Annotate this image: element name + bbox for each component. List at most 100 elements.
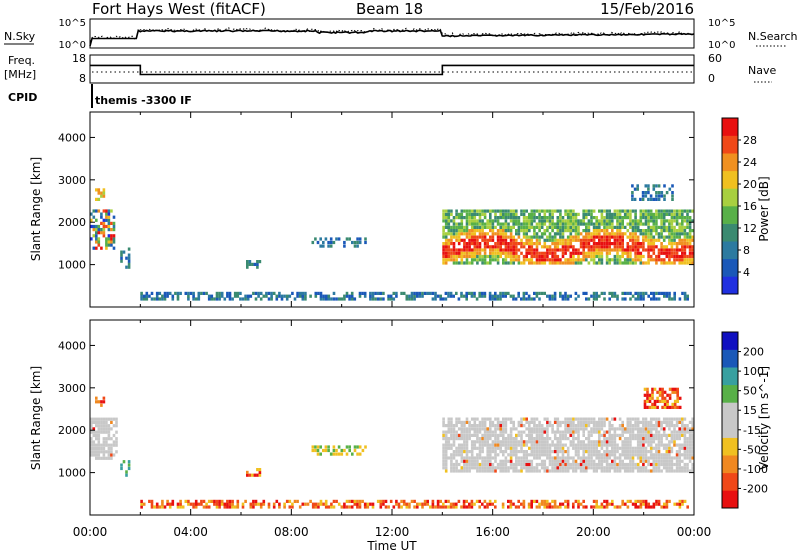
range-time-cell [655,456,658,460]
range-time-cell [611,248,614,252]
range-time-cell [473,219,477,223]
range-time-cell [233,291,237,295]
range-time-cell [450,232,453,236]
range-time-cell [429,291,432,295]
range-time-cell [592,261,596,265]
range-time-cell [656,405,659,409]
range-time-cell [556,232,560,236]
range-time-cell [626,258,630,262]
range-time-cell [533,469,536,473]
range-time-cell [548,502,552,506]
range-time-cell [107,215,111,219]
range-time-cell [644,191,648,195]
range-time-cell [105,437,108,441]
range-time-cell [655,502,658,506]
range-time-cell [478,443,482,447]
range-time-cell [499,251,502,255]
range-time-cell [618,417,622,421]
range-time-cell [546,453,549,457]
range-time-cell [663,184,666,188]
range-time-cell [668,209,671,213]
range-time-cell [660,219,663,223]
range-time-cell [496,443,500,447]
range-time-cell [473,209,477,213]
range-time-cell [577,258,580,262]
range-time-cell [592,450,596,454]
range-time-cell [491,235,495,239]
range-time-cell [522,499,526,503]
range-time-cell [543,437,547,441]
range-time-cell [681,232,684,236]
range-time-cell [668,462,671,467]
range-time-cell [636,446,640,450]
range-time-cell [473,225,477,229]
range-time-cell [634,225,637,229]
range-time-cell [100,215,103,219]
range-time-cell [611,294,614,298]
range-time-cell [657,459,661,463]
range-time-cell [657,420,661,424]
range-time-cell [499,420,502,424]
range-time-cell [665,466,669,470]
range-time-cell [621,242,624,246]
range-time-cell [457,212,461,216]
range-time-cell [535,456,539,460]
range-time-cell [92,443,96,447]
range-time-cell [660,433,663,437]
range-time-cell [559,450,562,454]
range-time-cell [647,258,650,262]
range-time-cell [553,430,557,434]
range-time-cell [408,294,411,298]
range-time-cell [566,505,570,509]
colorbar-swatch [722,455,738,474]
range-time-cell [553,297,557,301]
range-time-cell [499,469,502,473]
range-time-cell [476,212,479,216]
range-time-cell [491,297,494,301]
range-time-cell [605,446,609,450]
range-time-cell [538,443,541,447]
range-time-cell [665,254,669,259]
range-time-cell [322,297,325,301]
range-time-cell [652,242,656,246]
range-time-cell [675,437,679,441]
range-time-cell [564,469,567,473]
range-time-cell [668,469,671,473]
range-time-cell [254,502,258,506]
range-time-cell [668,232,671,236]
range-time-cell [512,219,515,223]
range-time-cell [244,297,247,301]
range-time-cell [551,297,554,301]
range-time-cell [102,400,106,404]
range-time-cell [489,450,492,454]
range-time-cell [564,294,567,298]
range-time-cell [673,212,676,216]
range-time-cell [176,291,180,295]
range-time-cell [598,466,601,470]
range-time-cell [603,499,606,503]
range-time-cell [447,212,451,216]
range-time-cell [528,212,531,216]
range-time-cell [595,499,598,503]
range-time-cell [652,197,656,201]
range-time-cell [528,222,531,226]
range-time-cell [332,505,336,509]
range-time-cell [533,440,536,444]
range-time-cell [556,430,560,434]
range-time-cell [452,466,456,470]
range-time-cell [553,235,557,239]
range-time-cell [548,420,552,424]
range-time-cell [665,469,669,473]
range-time-cell [613,238,617,242]
range-time-cell [579,245,583,249]
range-time-cell [494,294,497,298]
range-time-cell [660,242,663,246]
range-time-cell [613,254,617,259]
range-time-cell [150,499,154,503]
range-time-cell [478,291,481,295]
range-time-cell [579,459,583,463]
range-time-cell [590,446,593,450]
range-time-cell [444,216,448,220]
range-time-cell [673,294,676,298]
